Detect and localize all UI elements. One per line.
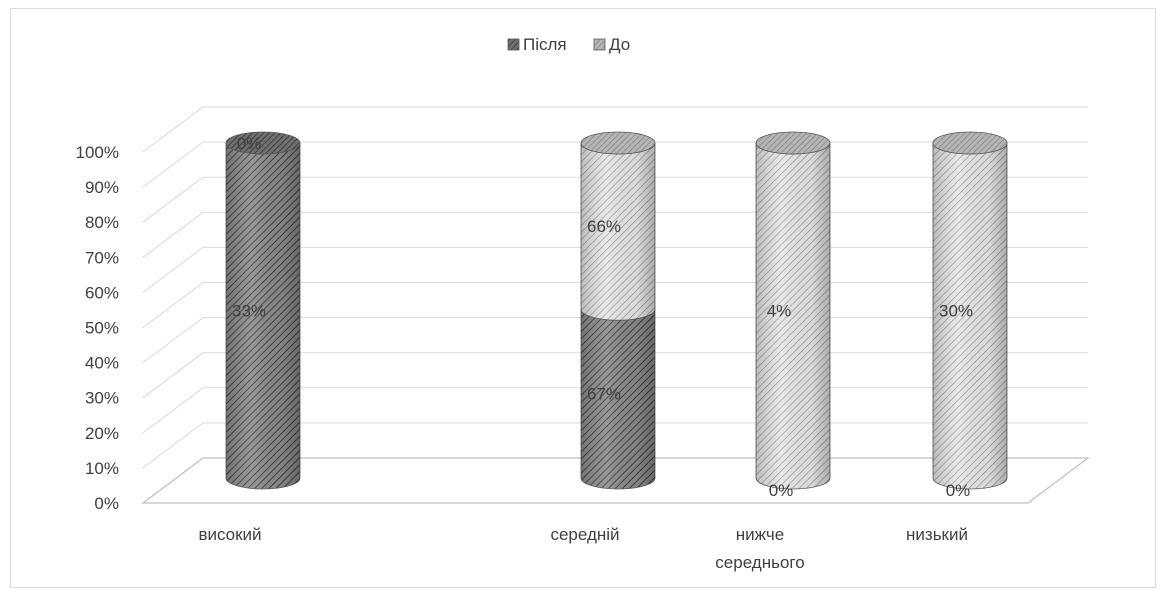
legend-label: Після xyxy=(523,35,567,54)
bar-before-shading xyxy=(581,143,655,321)
floor-outline xyxy=(141,457,1090,504)
gridline-side xyxy=(142,422,204,469)
data-label-before: 66% xyxy=(587,217,621,236)
x-category-label: високий xyxy=(198,525,261,544)
x-category-label: нижче середнього xyxy=(715,525,804,572)
bar-before-shading xyxy=(933,143,1007,489)
y-tick-label: 10% xyxy=(85,459,119,478)
y-tick-label: 70% xyxy=(85,248,119,267)
y-tick-label: 30% xyxy=(85,389,119,408)
bar-top-cap xyxy=(755,131,831,155)
x-category-label: середній xyxy=(550,525,619,544)
gridline-side xyxy=(142,211,204,258)
gridline-side xyxy=(142,141,204,188)
bar-before-shading xyxy=(756,143,830,489)
data-label-before: 0% xyxy=(237,134,262,153)
y-tick-label: 40% xyxy=(85,354,119,373)
gridline-side xyxy=(142,317,204,364)
bar-after-shading xyxy=(226,143,300,489)
legend-label: До xyxy=(609,35,630,54)
data-label-after: 67% xyxy=(587,385,621,404)
y-tick-label: 20% xyxy=(85,424,119,443)
y-tick-label: 80% xyxy=(85,213,119,232)
gridline-side xyxy=(142,106,204,153)
data-label-after: 33% xyxy=(232,302,266,321)
data-label-after: 0% xyxy=(946,481,971,500)
y-tick-label: 50% xyxy=(85,319,119,338)
x-category-label: низький xyxy=(906,525,968,544)
bar-top-cap xyxy=(932,131,1008,155)
data-label-after: 0% xyxy=(769,481,794,500)
data-label-before: 4% xyxy=(767,302,792,321)
gridline-side xyxy=(142,176,204,223)
data-labels: 33% 0% 67% 66% 0% 4% 0% 30% xyxy=(232,134,973,500)
y-tick-label: 90% xyxy=(85,178,119,197)
gridline-side xyxy=(142,246,204,293)
chart-floor xyxy=(141,457,1090,504)
y-tick-label: 0% xyxy=(94,494,119,513)
bars xyxy=(225,131,1008,490)
legend-swatch xyxy=(593,38,606,51)
legend: Після До xyxy=(507,35,630,54)
gridline-side xyxy=(142,352,204,399)
axes: 0% 10% 20% 30% 40% 50% 60% 70% 80% 90% 100% високий… xyxy=(76,143,968,572)
y-tick-label: 100% xyxy=(76,143,119,162)
bar-top-cap xyxy=(225,131,301,155)
data-label-before: 30% xyxy=(939,302,973,321)
gridline-side xyxy=(142,282,204,328)
legend-swatch xyxy=(507,38,520,51)
gridline-side xyxy=(142,387,204,434)
bar-top-cap xyxy=(580,131,656,155)
bar-after-shading xyxy=(581,309,655,489)
y-tick-label: 60% xyxy=(85,283,119,302)
